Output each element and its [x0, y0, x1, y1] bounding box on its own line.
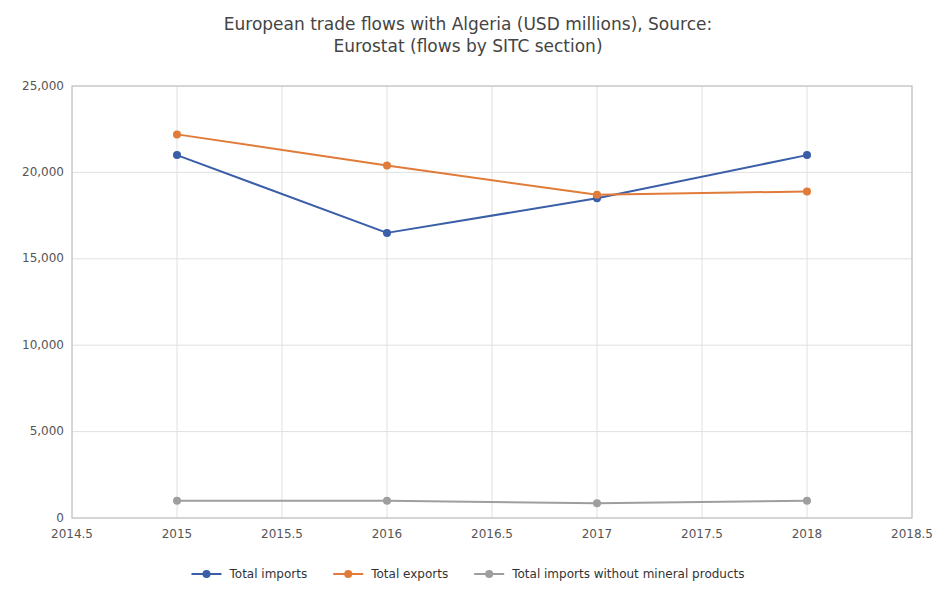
plot-area — [173, 130, 811, 507]
y-tick-label: 25,000 — [22, 79, 64, 93]
series-marker — [383, 161, 391, 169]
legend-item: Total exports — [333, 567, 448, 581]
legend-marker — [344, 570, 352, 578]
series-marker — [173, 497, 181, 505]
chart-container: European trade flows with Algeria (USD m… — [0, 0, 936, 614]
legend-marker — [203, 570, 211, 578]
y-tick-label: 20,000 — [22, 165, 64, 179]
x-tick-label: 2017.5 — [681, 527, 723, 541]
y-tick-label: 10,000 — [22, 338, 64, 352]
axes: 0 5,000 10,000 15,000 20,000 25,000 2014.5 2015… — [22, 79, 933, 542]
x-grid-line — [492, 86, 493, 518]
title-line: European trade flows with Algeria (USD m… — [224, 14, 712, 34]
series-line — [177, 501, 807, 504]
series-marker — [803, 497, 811, 505]
y-tick-label: 5,000 — [30, 424, 64, 438]
legend-marker — [485, 570, 493, 578]
x-grid-line — [597, 86, 598, 518]
series-marker — [803, 151, 811, 159]
legend-item: Total imports without mineral products — [474, 567, 744, 581]
legend-label: Total exports — [370, 567, 448, 581]
x-grid-line — [807, 86, 808, 518]
x-tick-label: 2016 — [372, 527, 403, 541]
title: European trade flows with Algeria (USD m… — [224, 14, 712, 56]
legend-item: Total imports — [192, 567, 308, 581]
grid — [72, 86, 912, 518]
x-tick-label: 2014.5 — [51, 527, 93, 541]
series-marker — [383, 497, 391, 505]
x-grid-line — [702, 86, 703, 518]
plot-frame — [72, 86, 912, 518]
series-marker — [803, 187, 811, 195]
series-line — [177, 155, 807, 233]
legend-label: Total imports without mineral products — [511, 567, 744, 581]
legend: Total imports Total exports Total imports … — [192, 567, 745, 581]
series-marker — [593, 499, 601, 507]
x-grid-line — [387, 86, 388, 518]
series-marker — [173, 130, 181, 138]
y-tick-label: 15,000 — [22, 251, 64, 265]
chart: European trade flows with Algeria (USD m… — [0, 0, 936, 614]
x-tick-label: 2015 — [162, 527, 193, 541]
x-tick-label: 2016.5 — [471, 527, 513, 541]
title-line: Eurostat (flows by SITC section) — [333, 36, 602, 56]
y-tick-label: 0 — [56, 511, 64, 525]
x-tick-label: 2018.5 — [891, 527, 933, 541]
series-line — [177, 134, 807, 194]
x-tick-label: 2018 — [792, 527, 823, 541]
series-marker — [383, 229, 391, 237]
x-tick-label: 2017 — [582, 527, 613, 541]
x-tick-label: 2015.5 — [261, 527, 303, 541]
legend-label: Total imports — [229, 567, 308, 581]
series-marker — [593, 191, 601, 199]
series-marker — [173, 151, 181, 159]
x-grid-line — [177, 86, 178, 518]
